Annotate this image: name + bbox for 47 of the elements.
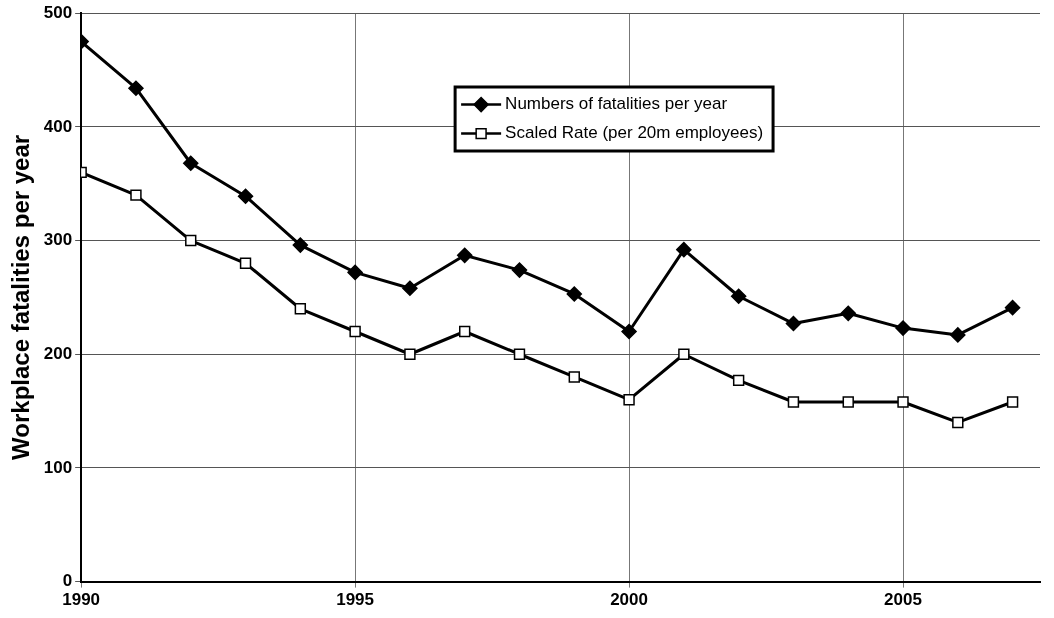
- point: [730, 288, 747, 305]
- point: [459, 325, 471, 338]
- point: [785, 315, 802, 332]
- point: [237, 188, 254, 204]
- point: [511, 262, 528, 278]
- point: [676, 241, 692, 258]
- point: [183, 155, 199, 172]
- legend-label: Scaled Rate (per 20m employees): [505, 123, 764, 143]
- point: [404, 348, 416, 360]
- point: [950, 327, 966, 343]
- point: [840, 305, 856, 322]
- point: [347, 264, 363, 281]
- point: [292, 237, 309, 253]
- y-tick-label: 100: [43, 457, 73, 477]
- point: [895, 320, 911, 336]
- point: [842, 396, 854, 408]
- x-tick-label: 2000: [610, 590, 648, 610]
- point: [294, 303, 307, 315]
- point: [456, 247, 473, 264]
- point: [513, 348, 526, 360]
- point: [623, 394, 635, 406]
- point: [1004, 299, 1021, 316]
- x-tick-label: 2005: [884, 590, 922, 610]
- y-tick-label: 300: [43, 230, 73, 250]
- y-tick-label: 200: [43, 343, 73, 363]
- legend-label: Numbers of fatalities per year: [505, 94, 728, 114]
- point: [402, 280, 418, 297]
- point: [897, 396, 909, 408]
- y-tick-label: 0: [62, 571, 73, 591]
- point: [130, 189, 142, 201]
- point: [349, 325, 361, 338]
- point: [621, 323, 637, 340]
- point: [732, 374, 745, 387]
- y-tick-label: 500: [43, 2, 73, 22]
- point: [787, 396, 800, 408]
- point: [568, 371, 580, 383]
- point: [566, 286, 583, 302]
- y-tick-label: 400: [43, 116, 73, 136]
- point: [1006, 396, 1019, 408]
- point: [128, 80, 144, 96]
- x-tick-label: 1990: [62, 590, 101, 610]
- point: [239, 257, 252, 269]
- y-axis-title: Workplace fatalities per year: [7, 134, 35, 460]
- point: [185, 234, 197, 247]
- x-tick-label: 1995: [336, 590, 375, 610]
- point: [678, 348, 690, 360]
- point: [952, 416, 964, 429]
